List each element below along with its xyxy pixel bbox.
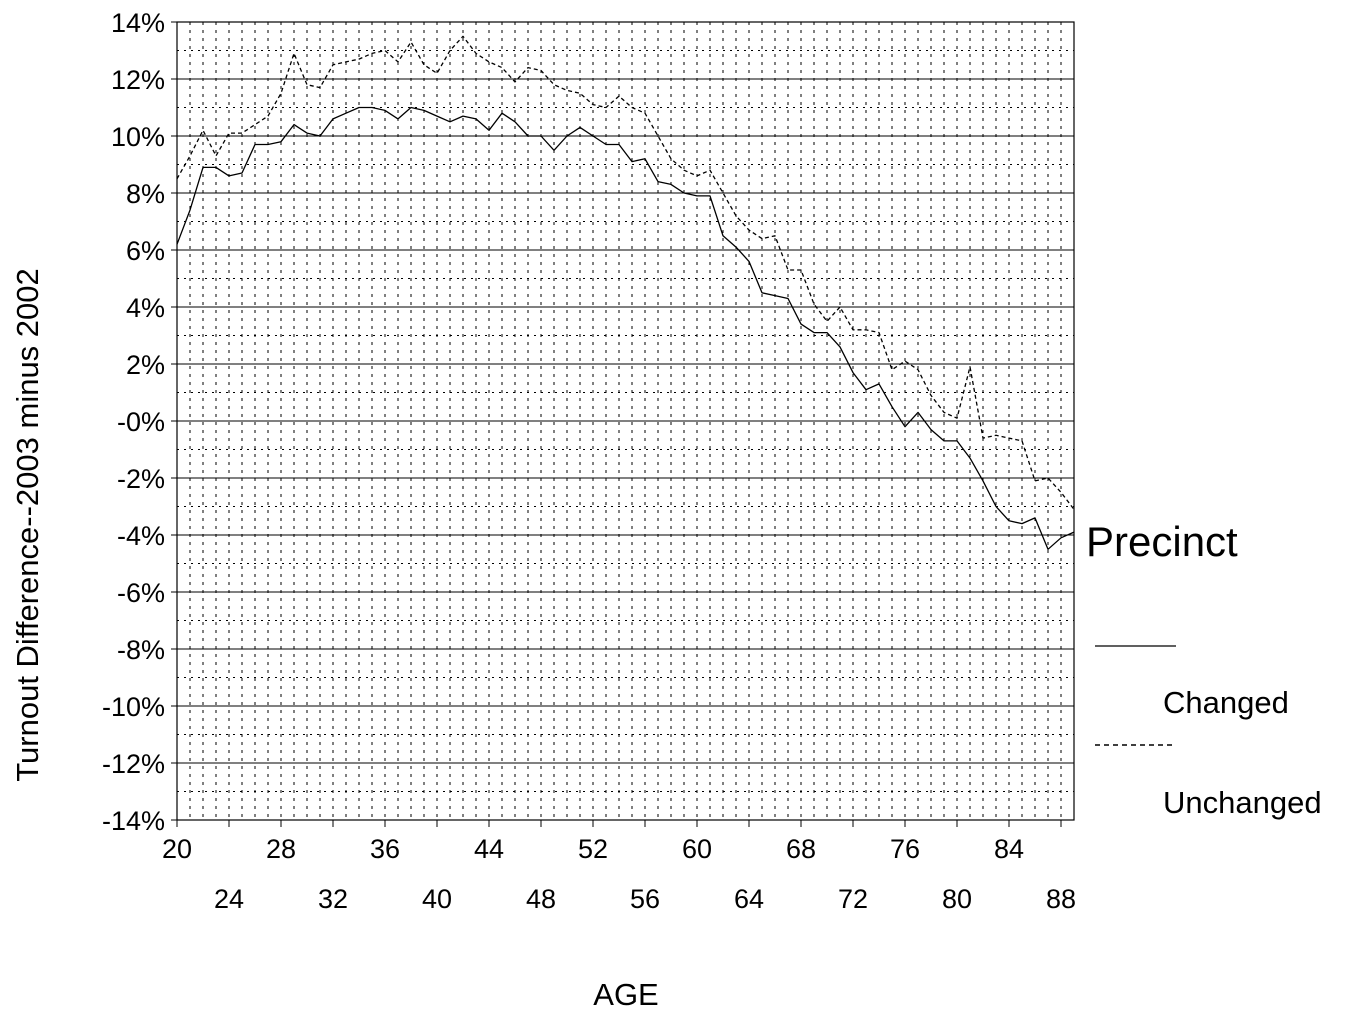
series-line-changed — [176, 106, 1075, 550]
y-tick-label: -0% — [117, 407, 165, 437]
x-tick-label: 40 — [422, 884, 452, 914]
y-tick-label: 6% — [126, 236, 165, 266]
x-tick-label: 44 — [474, 834, 504, 864]
y-tick-label: 4% — [126, 293, 165, 323]
x-tick-label: 68 — [786, 834, 816, 864]
grid — [177, 21, 1074, 821]
x-axis-label: AGE — [593, 977, 658, 1012]
y-tick-label: -4% — [117, 521, 165, 551]
y-tick-label: 8% — [126, 179, 165, 209]
x-tick-label: 80 — [942, 884, 972, 914]
y-tick-label: -14% — [102, 806, 165, 836]
x-tick-label: 20 — [162, 834, 192, 864]
x-tick-label: 60 — [682, 834, 712, 864]
x-axis-ticks: 20 28 36 44 52 60 68 76 84 24 32 40 48 56 64 72 80 88 — [162, 820, 1076, 914]
y-tick-label: 2% — [126, 350, 165, 380]
series-line-unchanged — [176, 35, 1075, 510]
x-tick-label: 36 — [370, 834, 400, 864]
legend-title: Precinct — [1086, 518, 1238, 565]
y-tick-label: 14% — [111, 8, 165, 38]
y-axis-ticks: 14% 12% 10% 8% 6% 4% 2% -0% -2% -4% -6% -8% -10% -12%… — [102, 8, 177, 836]
y-tick-label: -12% — [102, 749, 165, 779]
y-tick-label: -2% — [117, 464, 165, 494]
x-tick-label: 64 — [734, 884, 764, 914]
legend: Precinct Changed Unchanged — [1086, 518, 1322, 820]
y-tick-label: -8% — [117, 635, 165, 665]
x-tick-label: 56 — [630, 884, 660, 914]
x-tick-label: 28 — [266, 834, 296, 864]
legend-label-unchanged: Unchanged — [1163, 785, 1322, 820]
x-tick-label: 52 — [578, 834, 608, 864]
y-tick-label: 10% — [111, 122, 165, 152]
y-axis-label: Turnout Difference--2003 minus 2002 — [10, 268, 45, 782]
y-tick-label: -10% — [102, 692, 165, 722]
x-tick-label: 76 — [890, 834, 920, 864]
x-tick-label: 48 — [526, 884, 556, 914]
x-tick-label: 72 — [838, 884, 868, 914]
series-layer — [176, 35, 1075, 550]
y-tick-label: 12% — [111, 65, 165, 95]
legend-label-changed: Changed — [1163, 685, 1289, 720]
x-tick-label: 24 — [214, 884, 244, 914]
x-tick-label: 84 — [994, 834, 1024, 864]
x-tick-label: 88 — [1046, 884, 1076, 914]
y-tick-label: -6% — [117, 578, 165, 608]
x-tick-label: 32 — [318, 884, 348, 914]
